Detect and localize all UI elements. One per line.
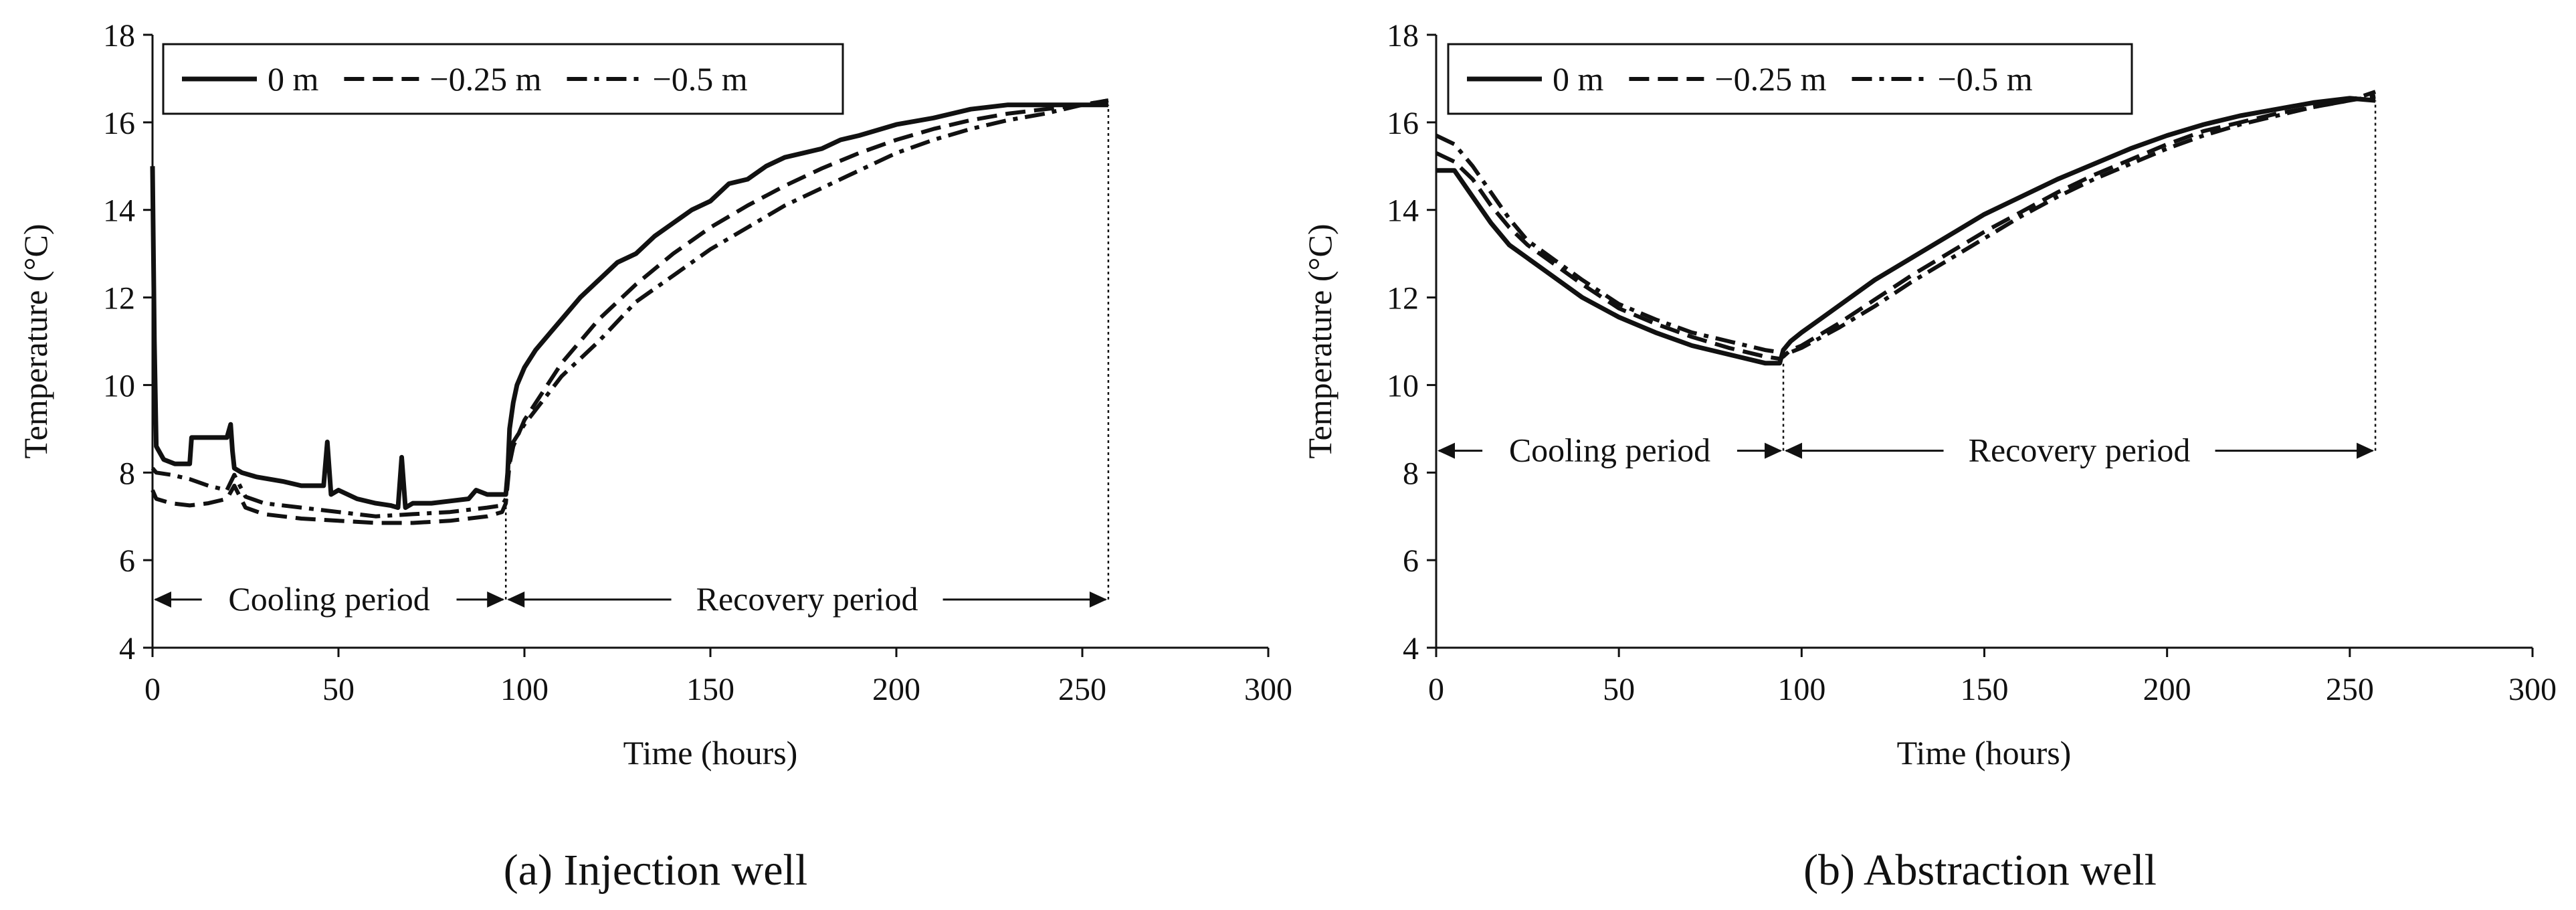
x-tick-label: 50 <box>322 672 355 707</box>
chart-plot-area: 4 6 8 10 12 14 16 18 0 50 100 150 200 250 300 Cooling p… <box>103 18 1292 707</box>
x-tick-label: 300 <box>1244 672 1292 707</box>
arrow-head-left <box>1785 442 1803 459</box>
y-tick-label: 12 <box>1387 281 1419 316</box>
panel-abstraction-well: 4 6 8 10 12 14 16 18 0 50 100 150 200 250 300 Cooling p… <box>1301 18 2557 895</box>
y-tick-label: 6 <box>1403 543 1419 579</box>
y-tick-label: 6 <box>119 543 135 579</box>
y-tick-label: 10 <box>103 368 135 403</box>
legend-label-3: −0.5 m <box>653 60 748 98</box>
chart-plot-area: 4 6 8 10 12 14 16 18 0 50 100 150 200 250 300 Cooling p… <box>1387 18 2557 707</box>
y-tick-label: 18 <box>103 18 135 54</box>
y-tick-label: 12 <box>103 281 135 316</box>
x-tick-label: 250 <box>1058 672 1106 707</box>
x-tick-label: 100 <box>1777 672 1825 707</box>
x-axis-label: Time (hours) <box>1897 734 2072 771</box>
x-tick-label: 150 <box>1961 672 2009 707</box>
period-annotation-2: Recovery period <box>507 580 1107 618</box>
period-annotation-1: Cooling period <box>1438 432 1783 469</box>
arrow-head-left <box>154 592 171 608</box>
legend-box <box>162 43 844 115</box>
legend-label-2: −0.25 m <box>1714 60 1826 98</box>
x-tick-label: 50 <box>1603 672 1635 707</box>
panel-caption: (b) Abstraction well <box>1803 846 2157 895</box>
legend-label-3: −0.5 m <box>1938 60 2033 98</box>
y-tick-label: 10 <box>1387 368 1419 403</box>
arrow-head-right <box>1089 592 1107 608</box>
arrow-head-right <box>487 592 505 608</box>
x-tick-label: 200 <box>2143 672 2191 707</box>
legend: 0 m −0.25 m −0.5 m <box>162 43 844 115</box>
legend-label-2: −0.25 m <box>429 60 541 98</box>
y-axis-label: Temperature (°C) <box>1301 223 1339 458</box>
series-line-2 <box>151 98 1109 525</box>
y-tick-label: 16 <box>1387 106 1419 141</box>
x-tick-label: 150 <box>686 672 734 707</box>
panel-injection-well: 4 6 8 10 12 14 16 18 0 50 100 150 200 250 300 Cooling p… <box>17 18 1292 895</box>
series-line-3 <box>1435 90 2377 357</box>
series-line-1 <box>1436 96 2376 366</box>
y-tick-label: 4 <box>119 631 135 666</box>
legend: 0 m −0.25 m −0.5 m <box>1447 43 2133 115</box>
x-axis-label: Time (hours) <box>623 734 798 771</box>
panel-caption: (a) Injection well <box>504 846 807 895</box>
x-tick-label: 250 <box>2326 672 2374 707</box>
period-label: Cooling period <box>228 580 429 618</box>
x-tick-label: 300 <box>2508 672 2557 707</box>
y-tick-label: 8 <box>119 456 135 491</box>
y-tick-label: 18 <box>1387 18 1419 54</box>
y-tick-label: 16 <box>103 106 135 141</box>
x-tick-label: 100 <box>500 672 549 707</box>
arrow-head-left <box>1438 442 1455 459</box>
period-annotation-2: Recovery period <box>1785 432 2375 469</box>
period-label: Recovery period <box>1969 432 2191 469</box>
arrow-head-right <box>1765 442 1783 459</box>
period-annotation-1: Cooling period <box>154 580 505 618</box>
y-tick-label: 8 <box>1403 456 1419 491</box>
x-tick-label: 200 <box>872 672 920 707</box>
arrow-head-left <box>507 592 525 608</box>
y-axis-label: Temperature (°C) <box>17 223 54 458</box>
x-tick-label: 0 <box>144 672 161 707</box>
series-line-1 <box>150 102 1108 511</box>
y-tick-label: 4 <box>1403 631 1419 666</box>
legend-box <box>1447 43 2133 115</box>
y-tick-label: 14 <box>1387 193 1419 229</box>
period-label: Cooling period <box>1509 432 1710 469</box>
series-line-3 <box>151 98 1109 519</box>
legend-label-1: 0 m <box>1553 60 1604 98</box>
legend-label-1: 0 m <box>268 60 319 98</box>
y-tick-label: 14 <box>103 193 135 229</box>
period-label: Recovery period <box>696 580 918 618</box>
arrow-head-right <box>2357 442 2375 459</box>
x-tick-label: 0 <box>1428 672 1444 707</box>
